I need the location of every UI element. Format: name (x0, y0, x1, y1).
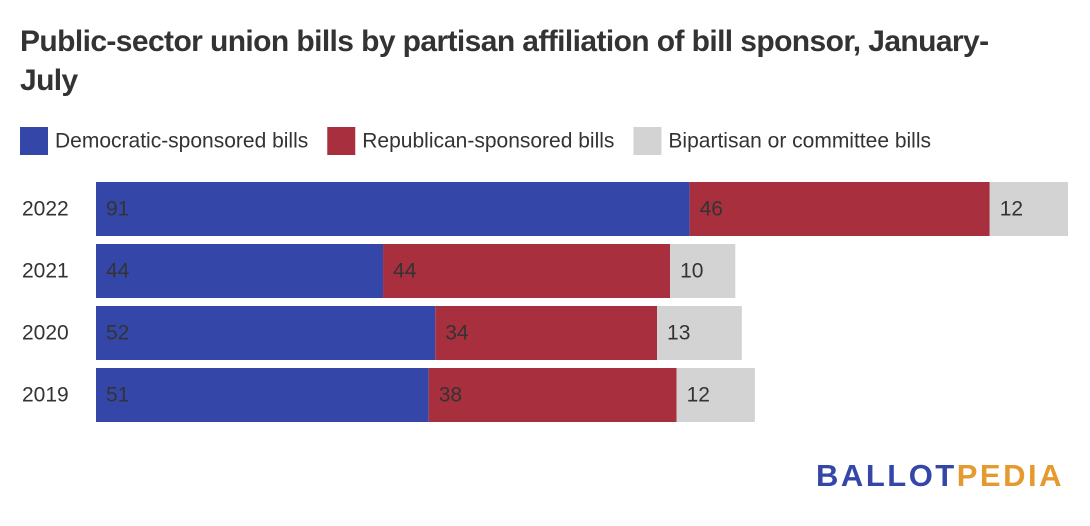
logo-part: PEDIA (957, 458, 1064, 493)
bar-segment (383, 244, 671, 298)
bar-segment (676, 368, 755, 422)
data-label: 10 (680, 260, 703, 283)
legend-label: Bipartisan or committee bills (668, 130, 931, 153)
bar-segment (657, 306, 742, 360)
legend-swatch (633, 127, 662, 155)
data-label: 51 (106, 384, 129, 407)
y-tick-label: 2019 (22, 384, 69, 407)
chart-title: Public-sector union bills by partisan af… (20, 25, 989, 97)
data-label: 13 (667, 322, 690, 345)
data-label: 12 (1000, 198, 1023, 221)
bar-segment (96, 368, 429, 422)
logo: BALLOTPEDIA (816, 458, 1064, 493)
data-label: 38 (439, 384, 462, 407)
bar-segment (428, 368, 677, 422)
bar-segment (689, 182, 990, 236)
legend-swatch (20, 127, 48, 155)
bar-segment (435, 306, 658, 360)
data-label: 46 (700, 198, 723, 221)
logo-part: BALLOT (816, 458, 957, 493)
data-label: 52 (106, 322, 129, 345)
bar-segment (96, 244, 384, 298)
y-tick-label: 2022 (22, 198, 69, 221)
bar-segment (96, 182, 690, 236)
bar-segment (96, 306, 436, 360)
y-tick-label: 2020 (22, 322, 69, 345)
legend-swatch (327, 127, 356, 155)
legend-label: Republican-sponsored bills (362, 130, 614, 153)
data-label: 12 (687, 384, 710, 407)
legend-label: Democratic-sponsored bills (55, 130, 308, 153)
data-label: 44 (393, 260, 417, 283)
y-tick-label: 2021 (22, 260, 69, 283)
data-label: 34 (445, 322, 469, 345)
bar-segment (989, 182, 1068, 236)
data-label: 91 (106, 198, 129, 221)
data-label: 44 (106, 260, 130, 283)
bar-segment (670, 244, 736, 298)
